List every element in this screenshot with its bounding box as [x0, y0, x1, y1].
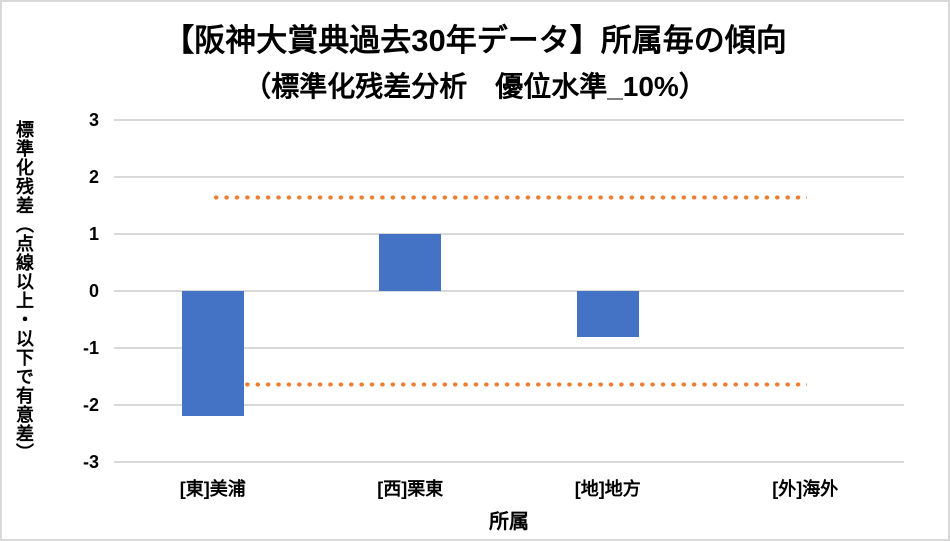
bar-2 — [379, 234, 442, 291]
x-axis-title: 所属 — [489, 511, 529, 533]
gridline — [114, 347, 904, 349]
y-axis-title: 標準化残差 — [14, 120, 34, 215]
y-axis-title-group: 標準化残差（点線以上・以下で有意差） — [12, 120, 35, 462]
bar-1 — [181, 291, 244, 417]
x-category-label: [外]海外 — [772, 479, 839, 499]
chart-title: 【阪神大賞典過去30年データ】所属毎の傾向 — [163, 23, 787, 58]
upper-threshold-line — [210, 194, 808, 200]
bar-3 — [576, 291, 639, 337]
y-tick-label: -2 — [82, 395, 99, 415]
gridline — [114, 119, 904, 121]
gridline — [114, 461, 904, 463]
y-tick-label: -1 — [82, 338, 99, 358]
y-tick-label: -3 — [82, 452, 99, 472]
plot-area — [114, 119, 904, 463]
x-category-label: [地]地方 — [574, 479, 641, 499]
y-tick-label: 0 — [88, 281, 99, 301]
lower-threshold-line — [210, 382, 808, 388]
chart-subtitle: （標準化残差分析 優位水準_10%） — [243, 71, 707, 102]
x-category-label: [西]栗東 — [377, 479, 444, 499]
gridline — [114, 290, 904, 292]
y-tick-label: 3 — [88, 110, 99, 130]
gridline — [114, 404, 904, 406]
gridline — [114, 233, 904, 235]
y-tick-label: 1 — [88, 224, 99, 244]
gridline — [114, 176, 904, 178]
y-axis-title-note: （点線以上・以下で有意差） — [14, 215, 34, 462]
x-category-label: [東]美浦 — [179, 479, 246, 499]
y-tick-label: 2 — [88, 167, 99, 187]
